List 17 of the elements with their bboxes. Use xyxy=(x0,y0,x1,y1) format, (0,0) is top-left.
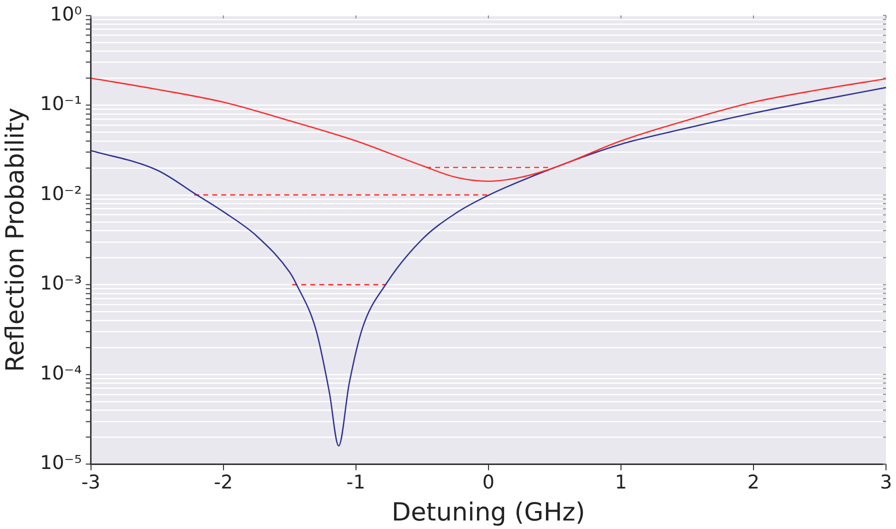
y-tick-label: 10⁻¹ xyxy=(40,93,82,116)
y-tick-label: 10⁻⁵ xyxy=(40,452,82,474)
y-tick-label: 10⁻² xyxy=(40,182,82,205)
x-tick-label: -2 xyxy=(214,472,233,494)
x-tick-label: 2 xyxy=(747,472,760,494)
x-axis-title: Detuning (GHz) xyxy=(392,498,586,526)
x-tick-label: -3 xyxy=(81,472,100,494)
y-axis-title: Reflection Probability xyxy=(0,107,30,372)
x-tick-label: -1 xyxy=(346,472,366,494)
line-series xyxy=(90,77,886,182)
y-tick-label: 10⁰ xyxy=(50,3,82,26)
y-tick-label: 10⁻⁴ xyxy=(40,362,82,384)
y-tick-label: 10⁻³ xyxy=(40,272,82,295)
x-tick-label: 1 xyxy=(614,472,627,494)
x-tick-label: 0 xyxy=(482,472,494,494)
line-series xyxy=(90,86,886,447)
x-tick-label: 3 xyxy=(880,472,892,494)
